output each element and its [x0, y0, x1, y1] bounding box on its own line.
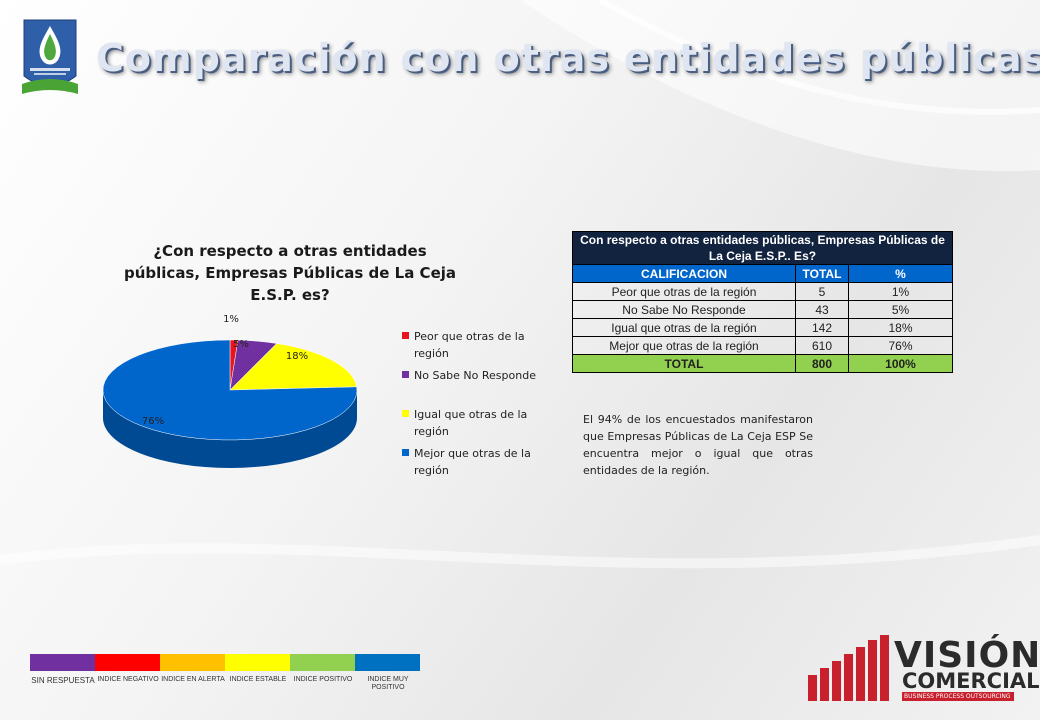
- brand-bars-icon: [808, 635, 889, 701]
- summary-text: El 94% de los encuestados manifestaron q…: [583, 413, 813, 477]
- table-cell-label: Igual que otras de la región: [572, 318, 796, 337]
- table-title-row: Con respecto a otras entidades públicas,…: [572, 231, 953, 265]
- legend-item-mejor: Mejor que otras de la región: [402, 445, 549, 479]
- pie-label-no-sabe: 5%: [233, 339, 249, 350]
- brand-subtitle: COMERCIAL: [902, 669, 1040, 693]
- table-cell-pct: 76%: [848, 336, 953, 355]
- table-row: Igual que otras de la región 142 18%: [572, 318, 953, 337]
- pie-chart: 1% 5% 18% 76%: [102, 314, 358, 468]
- table-total-label: TOTAL: [572, 354, 796, 373]
- table-cell-total: 43: [795, 300, 849, 319]
- brand-logo: VISIÓN COMERCIAL BUSINESS PROCESS OUTSOU…: [808, 635, 1040, 701]
- index-label-alerta: INDICE EN ALERTA: [161, 676, 225, 683]
- chart-title: ¿Con respecto a otras entidades públicas…: [123, 242, 457, 304]
- legend-swatch-igual: [402, 410, 409, 417]
- pie-label-mejor: 76%: [142, 416, 164, 427]
- pie-depth-group: [103, 390, 357, 468]
- table-row: Mejor que otras de la región 610 76%: [572, 336, 953, 355]
- index-swatch-estable: [225, 654, 290, 671]
- index-swatch-alerta: [160, 654, 225, 671]
- pie-label-peor: 1%: [223, 314, 239, 325]
- organization-logo: [22, 19, 78, 94]
- legend-swatch-peor: [402, 332, 409, 339]
- legend-swatch-no-sabe: [402, 371, 409, 378]
- table-header-total: TOTAL: [795, 264, 849, 283]
- legend-item-igual: Igual que otras de la región: [402, 406, 549, 440]
- table-cell-label: Mejor que otras de la región: [572, 336, 796, 355]
- index-label-sin-respuesta: SIN RESPUESTA: [31, 676, 95, 685]
- table-total-pct: 100%: [848, 354, 953, 373]
- table-row: Peor que otras de la región 5 1%: [572, 282, 953, 301]
- pie-side-mejor: [103, 390, 357, 468]
- table-header-pct: %: [848, 264, 953, 283]
- index-label-estable: INDICE ESTABLE: [229, 676, 287, 683]
- index-swatch-positivo: [290, 654, 355, 671]
- brand-tagline: BUSINESS PROCESS OUTSOURCING: [902, 692, 1014, 701]
- table-cell-pct: 1%: [848, 282, 953, 301]
- index-swatch-negativo: [95, 654, 160, 671]
- legend-label-no-sabe: No Sabe No Responde: [414, 369, 536, 382]
- table-cell-pct: 18%: [848, 318, 953, 337]
- table-cell-pct: 5%: [848, 300, 953, 319]
- index-label-positivo: INDICE POSITIVO: [293, 676, 353, 683]
- legend-item-no-sabe: No Sabe No Responde: [402, 367, 549, 384]
- table-cell-label: No Sabe No Responde: [572, 300, 796, 319]
- pie-slice-mejor: [102, 339, 358, 441]
- index-label-muy-positivo: INDICE MUY POSITIVO: [367, 676, 409, 691]
- results-table: Con respecto a otras entidades públicas,…: [572, 231, 953, 373]
- table-total-value: 800: [795, 354, 849, 373]
- table-cell-total: 142: [795, 318, 849, 337]
- index-label-negativo: INDICE NEGATIVO: [97, 676, 159, 683]
- legend-label-mejor: Mejor que otras de la región: [414, 447, 531, 477]
- page-title: Comparación con otras entidades públicas…: [96, 36, 1040, 80]
- table-cell-label: Peor que otras de la región: [572, 282, 796, 301]
- table-header-row: CALIFICACION TOTAL %: [572, 264, 953, 283]
- table-header-calificacion: CALIFICACION: [572, 264, 796, 283]
- pie-slice-igual: [229, 343, 358, 391]
- index-swatch-sin-respuesta: [30, 654, 95, 671]
- table-cell-total: 610: [795, 336, 849, 355]
- legend-label-igual: Igual que otras de la región: [414, 408, 528, 438]
- table-cell-total: 5: [795, 282, 849, 301]
- brand-name: VISIÓN: [894, 635, 1040, 676]
- table-row: No Sabe No Responde 43 5%: [572, 300, 953, 319]
- pie-labels-group: 1% 5% 18% 76%: [142, 314, 308, 427]
- pie-label-igual: 18%: [286, 351, 308, 362]
- table-total-row: TOTAL 800 100%: [572, 354, 953, 373]
- table-title: Con respecto a otras entidades públicas,…: [572, 231, 953, 265]
- pie-slices-group: [102, 339, 358, 441]
- legend-item-peor: Peor que otras de la región: [402, 328, 549, 362]
- index-swatch-muy-positivo: [355, 654, 420, 671]
- legend-label-peor: Peor que otras de la región: [414, 330, 525, 360]
- legend-swatch-mejor: [402, 449, 409, 456]
